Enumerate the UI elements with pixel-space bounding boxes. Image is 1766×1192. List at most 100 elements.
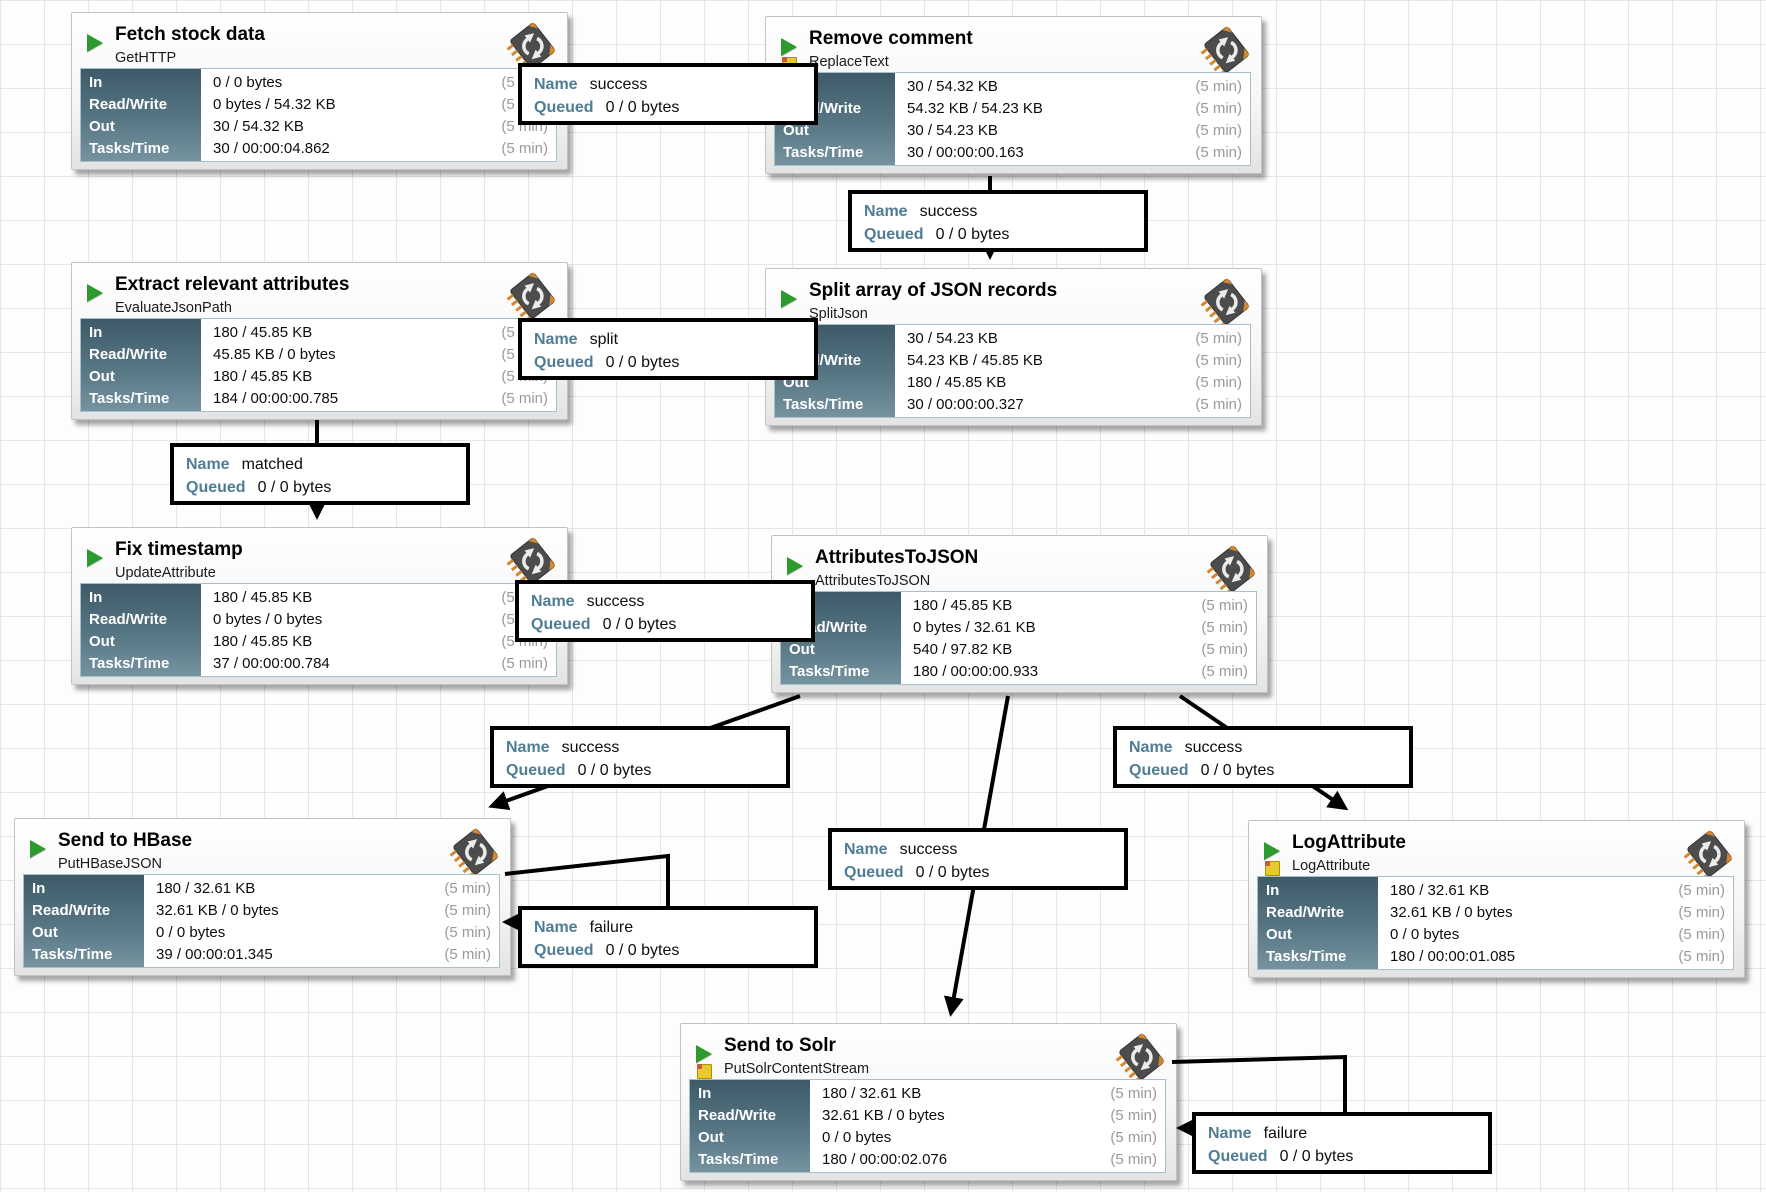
processor-type: AttributesToJSON: [815, 573, 931, 589]
processor-fix-timestamp[interactable]: Fix timestamp UpdateAttribute In Read/Wr…: [71, 527, 568, 685]
connection-label-success-fix-attrs[interactable]: Name success Queued 0 / 0 bytes: [515, 580, 815, 642]
stat-value: 180 / 32.61 KB: [156, 879, 256, 897]
stats-table: In Read/Write Out Tasks/Time 180 / 32.61…: [689, 1079, 1166, 1173]
connection-label-success-remove-split[interactable]: Name success Queued 0 / 0 bytes: [848, 190, 1148, 252]
processor-icon: [447, 825, 501, 881]
connection-name-key: Name: [1208, 1125, 1252, 1142]
processor-icon: [1113, 1030, 1167, 1086]
stat-value: 54.23 KB / 45.85 KB: [907, 351, 1043, 369]
stat-period: (5 min): [1195, 77, 1242, 95]
stat-row-label: Out: [789, 640, 815, 658]
stat-period: (5 min): [1678, 903, 1725, 921]
stats-table: In Read/Write Out Tasks/Time 180 / 45.85…: [80, 583, 557, 677]
connection-label-failure-solr[interactable]: Name failure Queued 0 / 0 bytes: [1192, 1112, 1492, 1174]
stat-row-label: Tasks/Time: [89, 139, 170, 157]
stat-row-label: Tasks/Time: [89, 654, 170, 672]
stat-period: (5 min): [1110, 1128, 1157, 1146]
connection-name-value: success: [561, 739, 620, 756]
processor-title: Extract relevant attributes: [115, 274, 350, 295]
processor-title: Split array of JSON records: [809, 280, 1058, 301]
comment-icon: [697, 1064, 712, 1079]
processor-split-array-of-json-records[interactable]: Split array of JSON records SplitJson In…: [765, 268, 1262, 426]
processor-logattribute[interactable]: LogAttribute LogAttribute In Read/Write …: [1248, 820, 1745, 978]
connection-queued-value: 0 / 0 bytes: [257, 479, 332, 496]
stat-row-label: Out: [32, 923, 58, 941]
processor-type: PutHBaseJSON: [58, 856, 162, 872]
processor-remove-comment[interactable]: Remove comment ReplaceText In Read/Write…: [765, 16, 1262, 174]
stat-value: 0 bytes / 32.61 KB: [913, 618, 1036, 636]
connection-queued-value: 0 / 0 bytes: [605, 942, 680, 959]
stat-period: (5 min): [1201, 662, 1248, 680]
connection-name-key: Name: [534, 331, 578, 348]
stat-value: 32.61 KB / 0 bytes: [156, 901, 279, 919]
processor-attributestojson[interactable]: AttributesToJSON AttributesToJSON In Rea…: [771, 535, 1268, 693]
connection-name-key: Name: [534, 919, 578, 936]
connection-label-success-attrs-log[interactable]: Name success Queued 0 / 0 bytes: [1113, 726, 1413, 788]
connection-queued-key: Queued: [506, 762, 566, 779]
processor-icon: [504, 19, 558, 75]
stat-value: 0 / 0 bytes: [213, 73, 283, 91]
connection-label-success-attrs-solr[interactable]: Name success Queued 0 / 0 bytes: [828, 828, 1128, 890]
connection-queued-value: 0 / 0 bytes: [605, 99, 680, 116]
processor-extract-relevant-attributes[interactable]: Extract relevant attributes EvaluateJson…: [71, 262, 568, 420]
stat-row-label: Tasks/Time: [783, 143, 864, 161]
stat-period: (5 min): [444, 923, 491, 941]
stat-period: (5 min): [1195, 121, 1242, 139]
connection-label-success-attrs-hbase[interactable]: Name success Queued 0 / 0 bytes: [490, 726, 790, 788]
stat-value: 30 / 54.32 KB: [213, 117, 304, 135]
stat-value: 180 / 45.85 KB: [213, 588, 313, 606]
connection-name-value: success: [589, 76, 648, 93]
processor-icon: [504, 534, 558, 590]
stats-table: In Read/Write Out Tasks/Time 180 / 32.61…: [23, 874, 500, 968]
stats-table: In Read/Write Out Tasks/Time 0 / 0 bytes…: [80, 68, 557, 162]
stat-value: 180 / 45.85 KB: [213, 323, 313, 341]
processor-title: LogAttribute: [1292, 832, 1406, 853]
run-status-icon: [696, 1045, 712, 1063]
stat-period: (5 min): [1678, 881, 1725, 899]
stat-value: 180 / 00:00:02.076: [822, 1150, 948, 1168]
connection-queued-key: Queued: [531, 616, 591, 633]
stat-row-label: Tasks/Time: [89, 389, 170, 407]
connection-label-success-fetch-remove[interactable]: Name success Queued 0 / 0 bytes: [518, 63, 818, 125]
stat-value: 180 / 00:00:00.933: [913, 662, 1039, 680]
stat-period: (5 min): [1201, 618, 1248, 636]
connection-queued-value: 0 / 0 bytes: [935, 226, 1010, 243]
processor-icon: [1681, 827, 1735, 883]
stat-row-label: Read/Write: [89, 345, 168, 363]
run-status-icon: [87, 284, 103, 302]
stat-period: (5 min): [1201, 596, 1248, 614]
stat-value: 0 bytes / 0 bytes: [213, 610, 323, 628]
stat-value: 30 / 00:00:00.327: [907, 395, 1024, 413]
stat-value: 30 / 54.23 KB: [907, 329, 998, 347]
stat-value: 0 bytes / 54.32 KB: [213, 95, 336, 113]
stat-row-label: Out: [1266, 925, 1292, 943]
processor-send-to-hbase[interactable]: Send to HBase PutHBaseJSON In Read/Write…: [14, 818, 511, 976]
processor-icon: [504, 269, 558, 325]
stat-value: 30 / 00:00:00.163: [907, 143, 1024, 161]
run-status-icon: [781, 290, 797, 308]
stat-row-label: Read/Write: [1266, 903, 1345, 921]
stat-row-label: Out: [783, 121, 809, 139]
stat-period: (5 min): [1195, 351, 1242, 369]
run-status-icon: [30, 840, 46, 858]
connection-queued-key: Queued: [534, 99, 594, 116]
stat-period: (5 min): [1110, 1106, 1157, 1124]
run-status-icon: [787, 557, 803, 575]
processor-send-to-solr[interactable]: Send to Solr PutSolrContentStream In Rea…: [680, 1023, 1177, 1181]
connection-label-split[interactable]: Name split Queued 0 / 0 bytes: [518, 318, 818, 380]
connection-label-failure-hbase[interactable]: Name failure Queued 0 / 0 bytes: [518, 906, 818, 968]
connection-queued-value: 0 / 0 bytes: [605, 354, 680, 371]
processor-fetch-stock-data[interactable]: Fetch stock data GetHTTP In Read/Write O…: [71, 12, 568, 170]
connection-name-value: failure: [1263, 1125, 1308, 1142]
connection-label-matched[interactable]: Name matched Queued 0 / 0 bytes: [170, 443, 470, 505]
stat-row-label: Tasks/Time: [783, 395, 864, 413]
stat-period: (5 min): [1201, 640, 1248, 658]
stat-row-label: Read/Write: [698, 1106, 777, 1124]
run-status-icon: [87, 34, 103, 52]
connection-name-key: Name: [534, 76, 578, 93]
stat-row-label: Out: [89, 632, 115, 650]
connection-name-value: success: [919, 203, 978, 220]
stat-value: 180 / 45.85 KB: [213, 632, 313, 650]
stat-row-label: In: [89, 73, 103, 91]
